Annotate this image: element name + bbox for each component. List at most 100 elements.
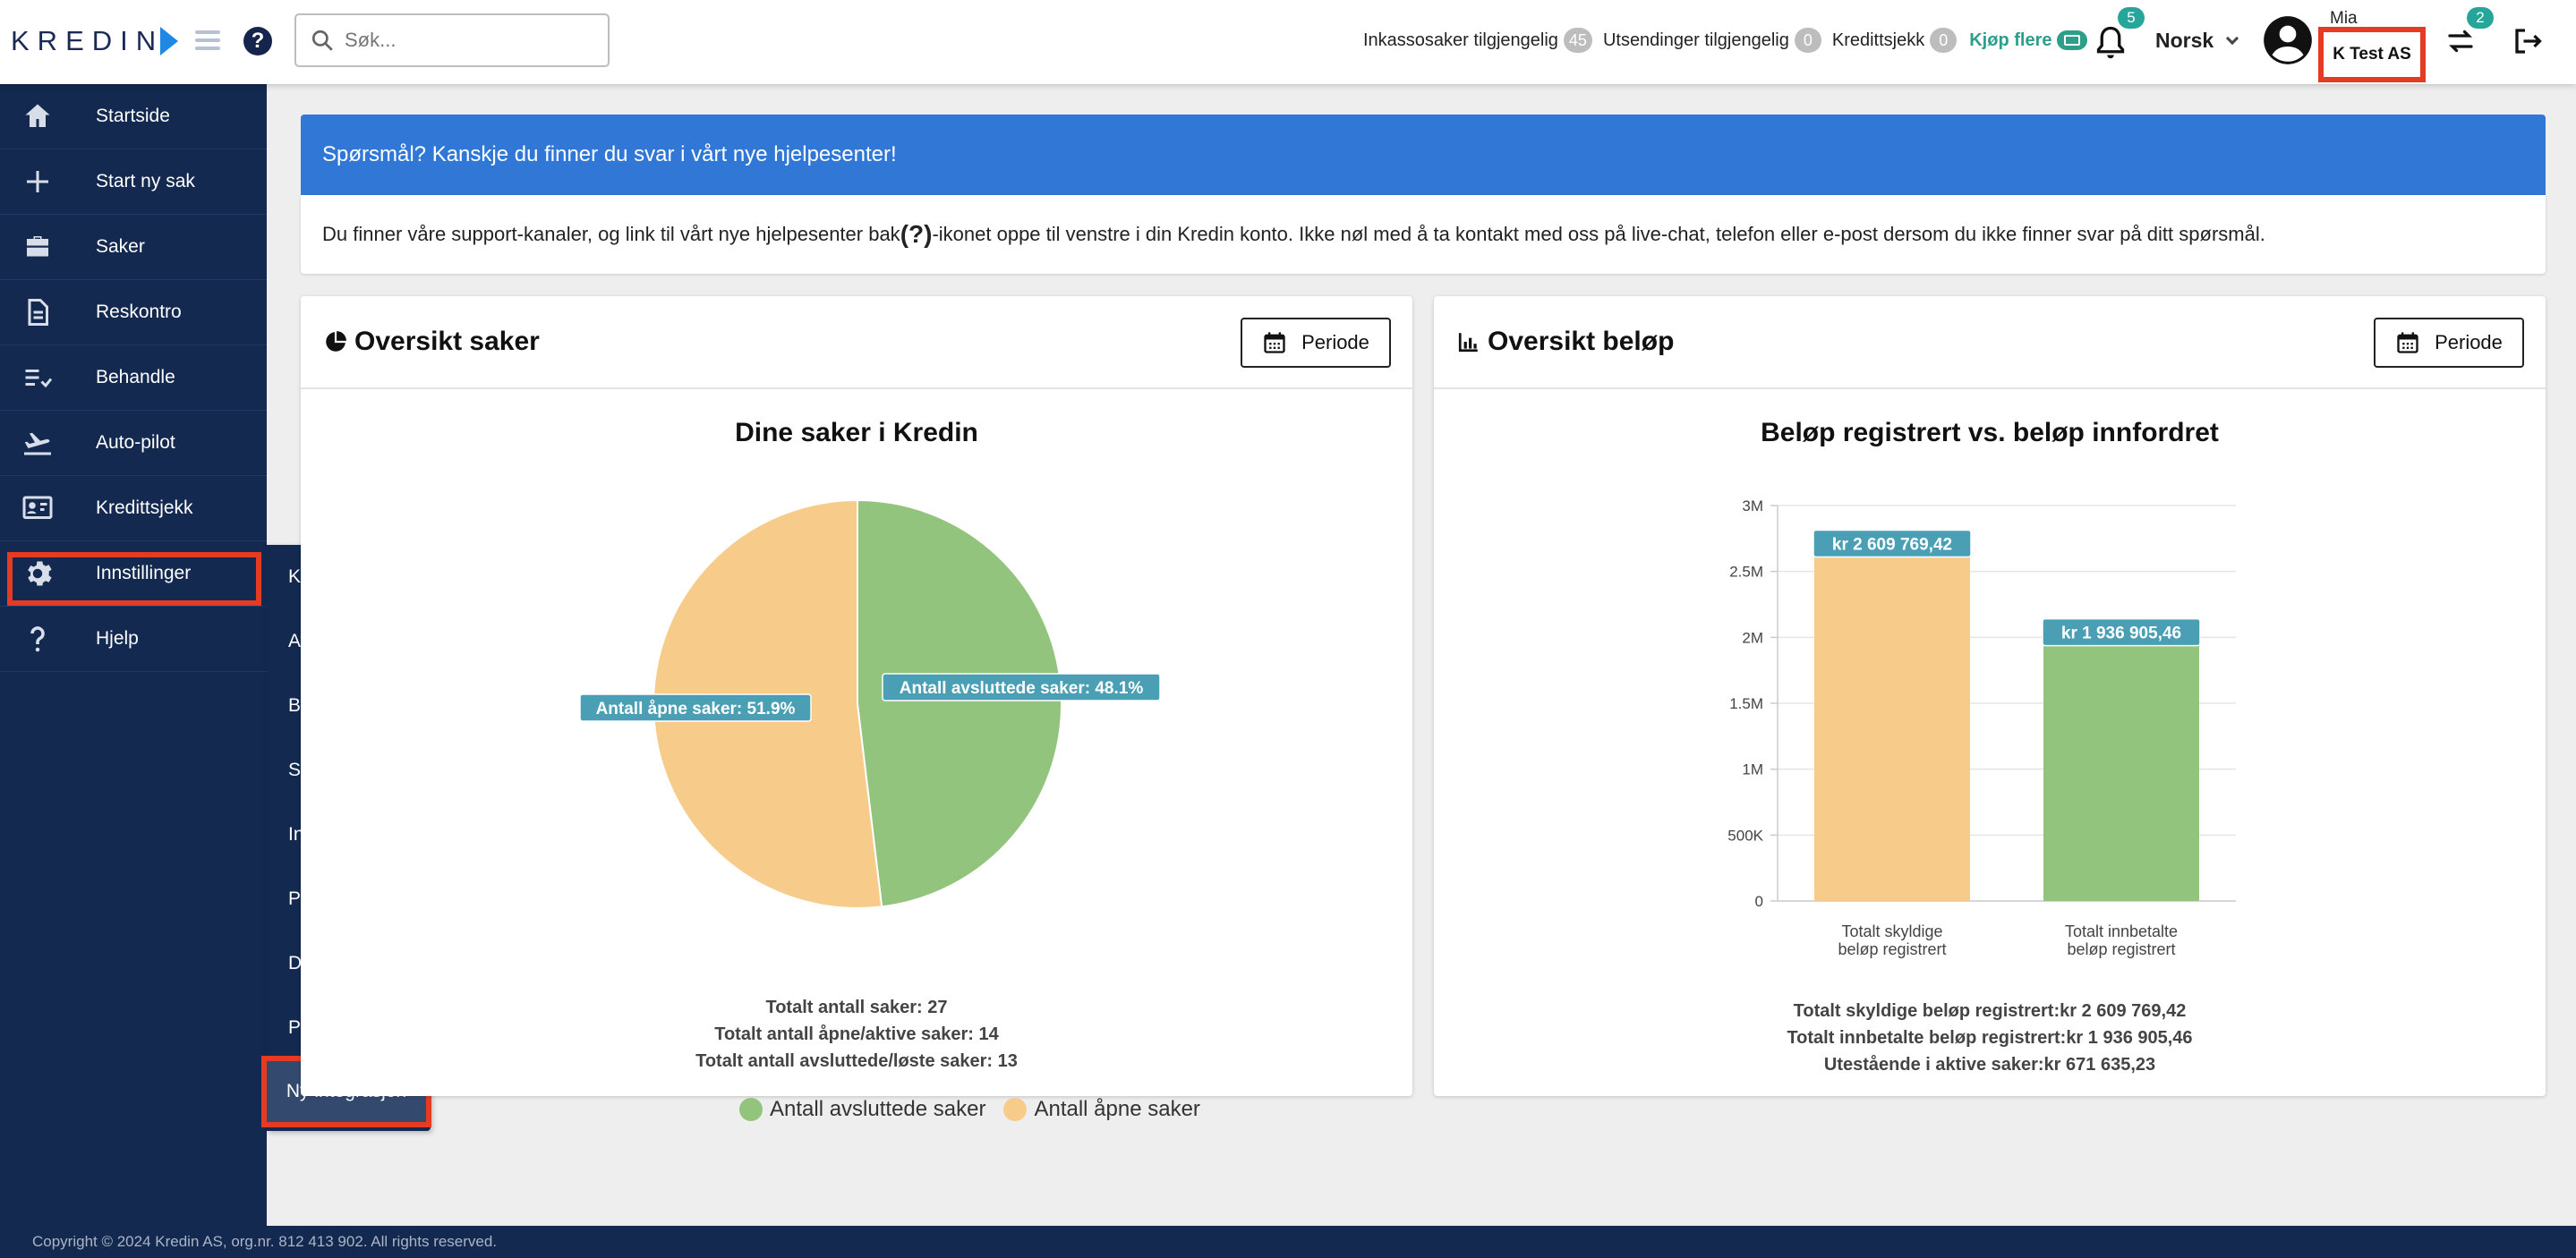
stat-inkasso-badge: 45 (1563, 28, 1592, 53)
periode-button[interactable]: Periode (1241, 318, 1391, 368)
bar-data-label: kr 2 609 769,42 (1832, 535, 1952, 554)
kredin-logo[interactable]: KREDIN (11, 25, 179, 57)
calendar-icon (2397, 332, 2418, 353)
legend-dot (1003, 1098, 1028, 1121)
sidebar-item-reskontro[interactable]: Reskontro (0, 280, 267, 345)
sidebar-item-startside[interactable]: Startside (0, 84, 267, 149)
buy-more-link[interactable]: Kjøp flere (1969, 30, 2052, 50)
sidebar-item-label: Innstillinger (96, 563, 192, 583)
x-tick-label: beløp registrert (1838, 940, 1946, 958)
sidebar-item-innstillinger[interactable]: Innstillinger (0, 541, 267, 607)
periode-button[interactable]: Periode (2374, 318, 2524, 368)
card-title-text: Oversikt beløp (1488, 327, 1675, 356)
chevron-down-icon (2226, 31, 2239, 45)
pie-chart-icon (326, 331, 346, 352)
sidebar-item-label: Startside (96, 106, 170, 126)
sidebar-item-label: Saker (96, 236, 145, 257)
stat-utsendinger-badge: 0 (1794, 28, 1821, 53)
help-icon[interactable]: ? (243, 27, 272, 55)
pie-chart-title: Dine saker i Kredin (735, 418, 978, 447)
company-name: K Test AS (2333, 45, 2411, 64)
sidebar-item-label: Behandle (96, 367, 175, 387)
search-input[interactable] (345, 29, 595, 52)
user-avatar-icon[interactable] (2263, 15, 2313, 65)
bell-icon[interactable] (2094, 25, 2127, 61)
footer: Copyright © 2024 Kredin AS, org.nr. 812 … (0, 1226, 2576, 1258)
legend-label: Antall åpne saker (1034, 1097, 1200, 1121)
legend-item-closed[interactable]: Antall avsluttede saker (739, 1097, 985, 1122)
info-heading: Spørsmål? Kanskje du finner du svar i vå… (301, 115, 2546, 195)
sidebar-item-kredittsjekk[interactable]: Kredittsjekk (0, 476, 267, 541)
pie-slice[interactable] (857, 498, 1062, 908)
total-paid: Totalt innbetalte beløp registrert:kr 1 … (1787, 1028, 2193, 1048)
home-icon (25, 104, 50, 127)
search-icon (311, 30, 333, 51)
airplane-icon (24, 432, 51, 455)
overview-amounts-card: Oversikt beløp Periode Beløp registrert … (1434, 296, 2546, 1096)
card-title-text: Oversikt saker (354, 327, 540, 356)
total-cases: Totalt antall saker: 27 (765, 998, 948, 1017)
top-bar: KREDIN ? Inkassosaker tilgjengelig 45 Ut… (0, 0, 2576, 84)
bar[interactable] (1814, 557, 1970, 901)
outstanding: Utestående i aktive saker:kr 671 635,23 (1823, 1055, 2156, 1075)
language-select[interactable]: Norsk (2155, 29, 2239, 53)
sidebar-item-label: Auto-pilot (96, 432, 175, 453)
sidebar-item-label: Kredittsjekk (96, 497, 193, 518)
y-tick-label: 2M (1742, 629, 1763, 646)
credit-card-icon[interactable] (2057, 30, 2088, 50)
sidebar-item-label: Start ny sak (96, 171, 195, 191)
stat-inkasso-label: Inkassosaker tilgjengelig (1363, 30, 1558, 50)
user-name: Mia (2330, 9, 2358, 28)
y-tick-label: 500K (1727, 827, 1763, 844)
legend-dot (739, 1098, 763, 1121)
checklist-icon (25, 370, 53, 388)
bar-chart: 0 500K 1M 1.5M 2M 2.5M 3M kr 2 609 769,42 Totalt… (1727, 497, 2236, 958)
stat-kredittsjekk-label: Kredittsjekk (1831, 30, 1925, 50)
logo-triangle-icon (160, 27, 179, 55)
header-stats: Inkassosaker tilgjengelig 45 Utsendinger… (1363, 25, 2088, 55)
menu-toggle-icon[interactable] (195, 30, 220, 50)
pie-chart: Antall avsluttede saker: 48.1% Antall åpn… (579, 498, 1161, 909)
pie-data-label: Antall åpne saker: 51.9% (596, 700, 796, 718)
notification-count-badge: 5 (2118, 7, 2145, 29)
bar-data-label: kr 1 936 905,46 (2061, 625, 2181, 643)
bar-totals: Totalt skyldige beløp registrert:kr 2 60… (1434, 998, 2546, 1078)
pie-label-box (579, 693, 812, 722)
innstillinger-highlight (7, 552, 261, 606)
periode-label: Periode (1301, 331, 1369, 353)
sidebar-item-label: Hjelp (96, 628, 139, 649)
x-tick-label: beløp registrert (2067, 940, 2175, 958)
bar[interactable] (2043, 645, 2199, 901)
stat-utsendinger-label: Utsendinger tilgjengelig (1602, 30, 1789, 50)
plus-icon (27, 171, 48, 192)
y-tick-label: 1M (1742, 761, 1763, 778)
sidebar-item-behandle[interactable]: Behandle (0, 345, 267, 411)
company-selector[interactable]: K Test AS (2318, 27, 2426, 82)
stat-kredittsjekk-badge: 0 (1930, 28, 1958, 53)
info-help-symbol: (?) (900, 220, 933, 248)
card-title: Oversikt beløp (1457, 327, 1674, 357)
sidebar-item-saker[interactable]: Saker (0, 215, 267, 280)
y-tick-label: 0 (1755, 893, 1763, 910)
info-text-before: Du finner våre support-kanaler, og link … (322, 223, 900, 245)
periode-label: Periode (2435, 331, 2503, 353)
sidebar-item-hjelp[interactable]: Hjelp (0, 607, 267, 672)
logout-icon[interactable] (2512, 25, 2544, 57)
bar-chart-title: Beløp registrert vs. beløp innfordret (1761, 418, 2219, 447)
info-body: Du finner våre support-kanaler, og link … (301, 195, 2546, 274)
pie-totals: Totalt antall saker: 27 Totalt antall åp… (301, 994, 1412, 1075)
legend-item-open[interactable]: Antall åpne saker (1003, 1097, 1200, 1122)
sidebar-item-start-ny-sak[interactable]: Start ny sak (0, 149, 267, 215)
info-text-after: -ikonet oppe til venstre i din Kredin ko… (932, 223, 2265, 245)
swap-arrows-icon[interactable] (2444, 25, 2477, 57)
question-icon (30, 626, 45, 652)
total-owed: Totalt skyldige beløp registrert:kr 2 60… (1793, 1001, 2187, 1021)
total-closed-cases: Totalt antall avsluttede/løste saker: 13 (695, 1051, 1018, 1071)
sidebar-item-auto-pilot[interactable]: Auto-pilot (0, 411, 267, 476)
bar-label-box (1813, 529, 1972, 558)
card-title: Oversikt saker (324, 327, 540, 357)
pie-data-label: Antall avsluttede saker: 48.1% (900, 679, 1144, 698)
briefcase-icon (27, 236, 48, 257)
search-box (294, 13, 610, 67)
document-icon (28, 299, 48, 326)
